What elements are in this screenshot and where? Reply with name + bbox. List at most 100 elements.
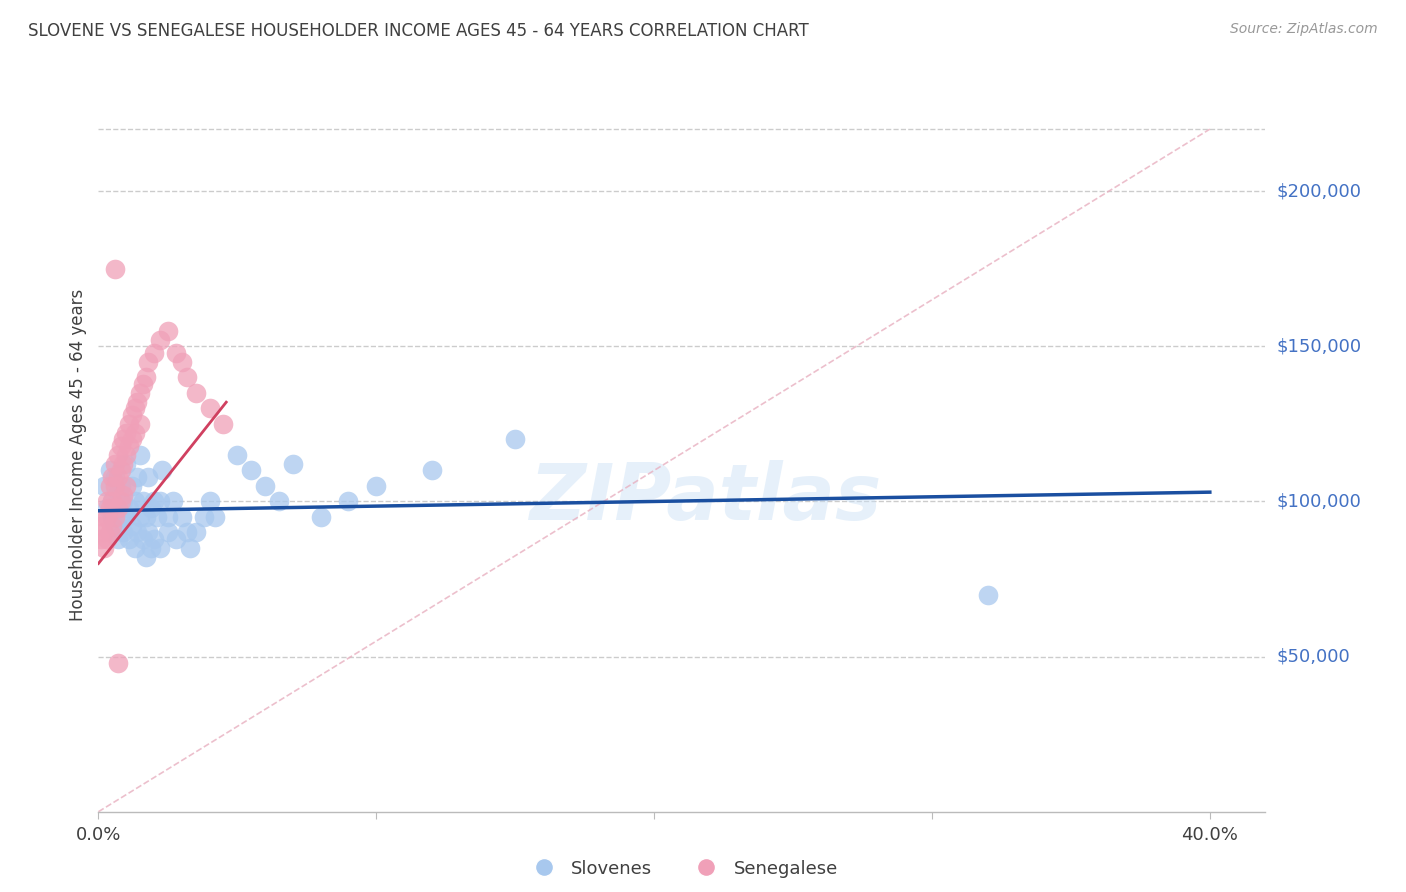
Text: Source: ZipAtlas.com: Source: ZipAtlas.com bbox=[1230, 22, 1378, 37]
Point bbox=[337, 494, 360, 508]
Point bbox=[107, 485, 129, 500]
Point bbox=[148, 333, 170, 347]
Point bbox=[135, 550, 157, 565]
Point bbox=[132, 494, 155, 508]
Point bbox=[124, 541, 146, 555]
Point bbox=[118, 500, 141, 515]
Point bbox=[104, 261, 127, 276]
Point bbox=[156, 510, 179, 524]
Point bbox=[98, 500, 121, 515]
Point bbox=[90, 532, 112, 546]
Point bbox=[503, 433, 526, 447]
Point bbox=[156, 324, 179, 338]
Point bbox=[146, 510, 169, 524]
Point bbox=[129, 385, 152, 400]
Point bbox=[98, 525, 121, 540]
Point bbox=[104, 479, 127, 493]
Point bbox=[107, 532, 129, 546]
Point bbox=[176, 525, 198, 540]
Point bbox=[112, 457, 135, 471]
Point bbox=[148, 494, 170, 508]
Point bbox=[96, 494, 118, 508]
Point bbox=[121, 433, 143, 447]
Text: SLOVENE VS SENEGALESE HOUSEHOLDER INCOME AGES 45 - 64 YEARS CORRELATION CHART: SLOVENE VS SENEGALESE HOUSEHOLDER INCOME… bbox=[28, 22, 808, 40]
Point bbox=[124, 401, 146, 416]
Point bbox=[132, 376, 155, 391]
Point bbox=[104, 457, 127, 471]
Point bbox=[204, 510, 226, 524]
Point bbox=[115, 448, 138, 462]
Point bbox=[132, 532, 155, 546]
Point bbox=[976, 588, 998, 602]
Point bbox=[162, 494, 184, 508]
Point bbox=[129, 417, 152, 431]
Point bbox=[129, 448, 152, 462]
Point bbox=[420, 463, 443, 477]
Point bbox=[267, 494, 290, 508]
Point bbox=[115, 457, 138, 471]
Text: $50,000: $50,000 bbox=[1277, 648, 1350, 665]
Point bbox=[309, 510, 332, 524]
Point bbox=[198, 494, 221, 508]
Point bbox=[143, 494, 166, 508]
Point bbox=[127, 469, 149, 483]
Point bbox=[156, 525, 179, 540]
Point bbox=[143, 532, 166, 546]
Point bbox=[93, 510, 115, 524]
Text: ZIPatlas: ZIPatlas bbox=[529, 459, 882, 536]
Point bbox=[110, 439, 132, 453]
Point bbox=[124, 494, 146, 508]
Point bbox=[98, 479, 121, 493]
Point bbox=[124, 426, 146, 441]
Point bbox=[110, 463, 132, 477]
Point bbox=[118, 532, 141, 546]
Point bbox=[141, 500, 163, 515]
Point bbox=[127, 395, 149, 409]
Point bbox=[101, 494, 124, 508]
Point bbox=[115, 479, 138, 493]
Point bbox=[107, 448, 129, 462]
Point bbox=[148, 541, 170, 555]
Point bbox=[93, 479, 115, 493]
Point bbox=[118, 439, 141, 453]
Point bbox=[115, 426, 138, 441]
Point bbox=[121, 408, 143, 422]
Point bbox=[96, 500, 118, 515]
Y-axis label: Householder Income Ages 45 - 64 years: Householder Income Ages 45 - 64 years bbox=[69, 289, 87, 621]
Point bbox=[107, 500, 129, 515]
Point bbox=[176, 370, 198, 384]
Point bbox=[135, 370, 157, 384]
Point bbox=[110, 510, 132, 524]
Point bbox=[104, 469, 127, 483]
Point bbox=[112, 488, 135, 502]
Point bbox=[98, 463, 121, 477]
Point bbox=[138, 525, 160, 540]
Point bbox=[107, 656, 129, 670]
Point bbox=[112, 494, 135, 508]
Point bbox=[150, 463, 173, 477]
Point bbox=[127, 525, 149, 540]
Point bbox=[96, 510, 118, 524]
Point bbox=[121, 479, 143, 493]
Point bbox=[112, 525, 135, 540]
Point bbox=[165, 532, 187, 546]
Point bbox=[93, 541, 115, 555]
Point bbox=[184, 525, 207, 540]
Point bbox=[129, 510, 152, 524]
Point bbox=[240, 463, 263, 477]
Point bbox=[366, 479, 388, 493]
Point bbox=[254, 479, 277, 493]
Point bbox=[110, 494, 132, 508]
Point bbox=[101, 519, 124, 533]
Point bbox=[193, 510, 215, 524]
Point bbox=[165, 345, 187, 359]
Point bbox=[143, 345, 166, 359]
Point bbox=[121, 519, 143, 533]
Point bbox=[170, 510, 193, 524]
Point bbox=[179, 541, 201, 555]
Point bbox=[226, 448, 249, 462]
Point bbox=[101, 494, 124, 508]
Point bbox=[170, 355, 193, 369]
Text: $150,000: $150,000 bbox=[1277, 337, 1361, 355]
Point bbox=[141, 541, 163, 555]
